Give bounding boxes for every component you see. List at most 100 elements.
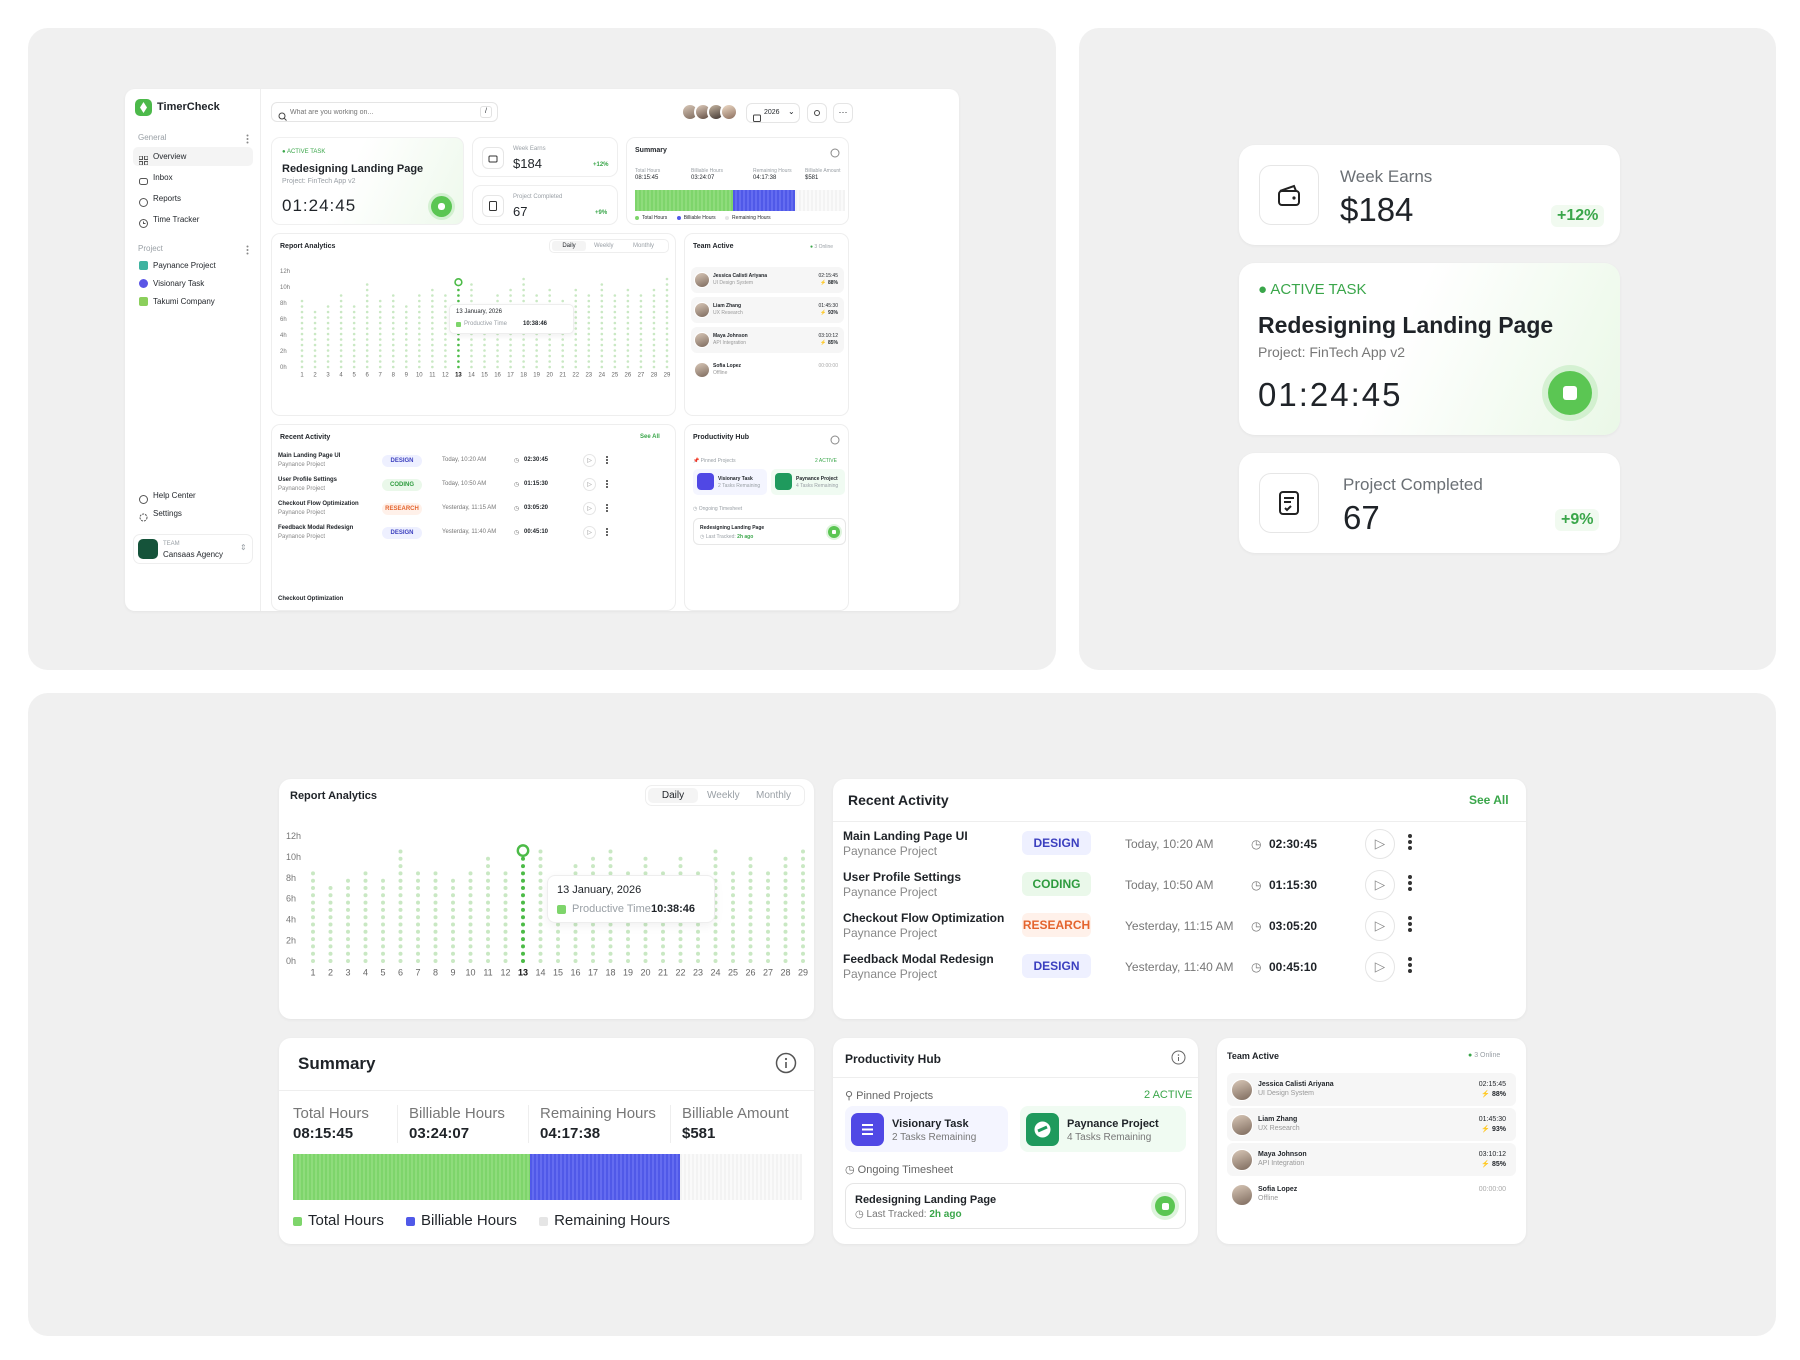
chart-bar[interactable] — [444, 294, 447, 369]
chart-bar[interactable] — [801, 849, 805, 964]
chart-bar[interactable] — [352, 305, 356, 369]
table-row[interactable]: Feedback Modal Redesign Paynance Project D… — [272, 525, 675, 549]
chart-bar[interactable] — [381, 878, 385, 963]
table-row[interactable]: User Profile Settings Paynance Project COD… — [833, 870, 1526, 911]
chart-bar[interactable] — [574, 288, 578, 369]
sidebar-help-center[interactable]: Help Center — [139, 489, 253, 505]
ongoing-timesheet[interactable]: Redesigning Landing Page ◷ Last Tracked:… — [693, 518, 846, 545]
see-all-link[interactable]: See All — [640, 434, 660, 440]
chart-bar[interactable] — [363, 871, 368, 963]
chart-bar[interactable] — [404, 305, 408, 369]
chart-bar[interactable] — [486, 856, 490, 963]
see-all-link[interactable]: See All — [1469, 793, 1509, 807]
chart-bar[interactable] — [326, 305, 330, 369]
ongoing-timesheet[interactable]: Redesigning Landing Page ◷ Last Tracked:… — [845, 1183, 1186, 1229]
tab-daily[interactable]: Daily — [648, 788, 698, 803]
play-button[interactable]: ▷ — [1365, 870, 1395, 900]
chart-bar[interactable] — [391, 294, 395, 369]
table-row[interactable]: Checkout Flow Optimization Paynance Proje… — [833, 911, 1526, 952]
info-icon[interactable] — [775, 1052, 797, 1079]
chart-bar-highlight[interactable] — [516, 844, 530, 963]
chart-bar[interactable] — [416, 871, 420, 963]
sidebar-item-time-tracker[interactable]: Time Tracker — [133, 210, 253, 229]
table-row[interactable]: Feedback Modal Redesign Paynance Project D… — [833, 952, 1526, 993]
row-menu-icon[interactable] — [1408, 834, 1412, 852]
list-item[interactable]: Jessica Calisti Ariyana UI Design System 0… — [691, 267, 844, 293]
play-button[interactable]: ▷ — [583, 526, 596, 539]
tab-weekly[interactable]: Weekly — [707, 790, 740, 801]
tab-weekly[interactable]: Weekly — [594, 243, 614, 249]
chart-bar[interactable] — [328, 886, 333, 963]
chart-bar[interactable] — [639, 294, 643, 369]
sidebar-settings[interactable]: Settings — [139, 507, 253, 523]
chart-bar[interactable] — [665, 277, 669, 369]
info-icon[interactable] — [830, 432, 840, 450]
chart-bar[interactable] — [311, 871, 315, 963]
row-menu-icon[interactable] — [606, 456, 610, 465]
search-bar[interactable]: / — [271, 102, 498, 122]
pinned-project-visionary[interactable]: Visionary Task 2 Tasks Remaining — [693, 469, 767, 495]
list-item[interactable]: Liam Zhang UX Research 01:45:30 ⚡ 93% — [1227, 1108, 1516, 1141]
chart-bar[interactable] — [587, 294, 591, 369]
row-menu-icon[interactable] — [1408, 875, 1412, 893]
chart-bar[interactable] — [503, 871, 508, 963]
team-switcher[interactable]: TEAM Cansaas Agency ⇕ — [133, 534, 253, 564]
table-row[interactable]: Main Landing Page UI Paynance Project DESI… — [833, 829, 1526, 870]
chart-bar[interactable] — [783, 856, 788, 963]
sidebar-item-inbox[interactable]: Inbox — [133, 168, 253, 187]
sidebar-project-paynance[interactable]: Paynance Project — [139, 259, 253, 275]
row-menu-icon[interactable] — [1408, 957, 1412, 975]
chart-bar[interactable] — [418, 294, 421, 369]
list-item[interactable]: Maya Johnson API Integration 03:10:12 ⚡ 85% — [691, 327, 844, 353]
table-row[interactable]: User Profile Settings Paynance Project COD… — [272, 477, 675, 501]
row-menu-icon[interactable] — [606, 480, 610, 489]
info-icon[interactable] — [1171, 1050, 1186, 1070]
row-menu-icon[interactable] — [606, 504, 610, 513]
theme-toggle-button[interactable] — [807, 103, 827, 123]
play-button[interactable]: ▷ — [583, 478, 596, 491]
chart-bar[interactable] — [731, 871, 735, 963]
row-menu-icon[interactable] — [606, 528, 610, 537]
chart-bar[interactable] — [431, 288, 434, 369]
play-button[interactable]: ▷ — [1365, 829, 1395, 859]
pinned-project-paynance[interactable]: Paynance Project 4 Tasks Remaining — [771, 469, 845, 495]
project-menu-icon[interactable] — [246, 242, 249, 260]
list-item[interactable]: Maya Johnson API Integration 03:10:12 ⚡ 85% — [1227, 1143, 1516, 1176]
chart-bar[interactable] — [748, 856, 753, 963]
tab-monthly[interactable]: Monthly — [756, 790, 792, 801]
list-item[interactable]: Liam Zhang UX Research 01:45:30 ⚡ 93% — [691, 297, 844, 323]
play-button[interactable]: ▷ — [1365, 911, 1395, 941]
chart-bar[interactable] — [538, 849, 543, 964]
list-item[interactable]: Sofia Lopez Offline 00:00:00 — [691, 357, 844, 383]
pinned-project-paynance[interactable]: Paynance Project 4 Tasks Remaining — [1020, 1106, 1186, 1152]
chart-bar[interactable] — [600, 283, 604, 369]
table-row[interactable]: Checkout Flow Optimization Paynance Proje… — [272, 501, 675, 525]
chart-bar[interactable] — [451, 878, 455, 963]
play-button[interactable]: ▷ — [1365, 952, 1395, 982]
more-options-button[interactable]: ··· — [833, 103, 853, 123]
sidebar-project-takumi[interactable]: Takumi Company — [139, 295, 253, 311]
list-item[interactable]: Jessica Calisti Ariyana UI Design System 0… — [1227, 1073, 1516, 1106]
info-icon[interactable] — [830, 145, 840, 163]
tab-daily[interactable]: Daily — [552, 241, 586, 251]
chart-bar[interactable] — [468, 871, 473, 963]
tab-monthly[interactable]: Monthly — [633, 243, 655, 249]
pinned-project-visionary[interactable]: Visionary Task 2 Tasks Remaining — [845, 1106, 1008, 1152]
avatar[interactable] — [720, 103, 738, 121]
list-item[interactable]: Sofia Lopez Offline 00:00:00 — [1227, 1178, 1516, 1211]
chart-bar[interactable] — [613, 294, 617, 369]
sidebar-item-reports[interactable]: Reports — [133, 189, 253, 208]
chart-bar[interactable] — [346, 878, 350, 963]
chart-bar[interactable] — [398, 849, 403, 964]
row-menu-icon[interactable] — [1408, 916, 1412, 934]
year-selector[interactable]: 2026 ⌄ — [746, 103, 800, 123]
chart-bar[interactable] — [365, 283, 369, 369]
chart-bar[interactable] — [313, 310, 317, 369]
chart-bar[interactable] — [300, 299, 304, 369]
chart-bar[interactable] — [339, 294, 343, 369]
play-button[interactable]: ▷ — [583, 502, 596, 515]
section-menu-icon[interactable] — [246, 131, 249, 149]
play-button[interactable]: ▷ — [583, 454, 596, 467]
chart-bar[interactable] — [766, 871, 770, 963]
stop-timer-button[interactable] — [431, 196, 452, 217]
